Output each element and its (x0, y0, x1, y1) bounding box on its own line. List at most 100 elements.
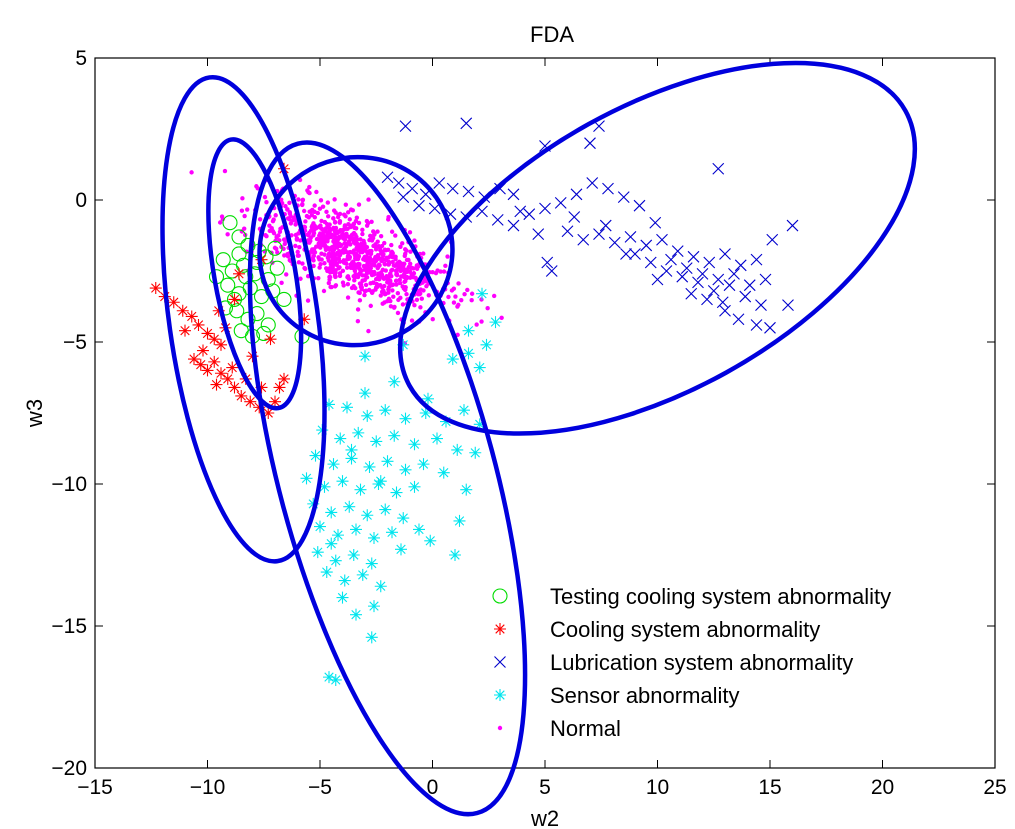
point-dot (375, 239, 380, 244)
point-dot (319, 251, 324, 256)
point-star (262, 407, 275, 419)
point-dot (312, 203, 317, 208)
point-dot (356, 244, 362, 249)
point-dot (274, 246, 279, 251)
point-asterisk (361, 509, 374, 522)
point-dot (303, 266, 308, 272)
point-dot (345, 210, 351, 215)
point-dot (313, 226, 319, 231)
point-dot (375, 229, 380, 234)
point-dot (386, 285, 392, 290)
point-dot (347, 254, 353, 260)
point-dot (373, 277, 379, 282)
point-dot (410, 274, 416, 280)
x-tick-label: 0 (427, 776, 439, 799)
point-asterisk (388, 375, 401, 388)
point-dot (322, 242, 328, 248)
point-dot (327, 247, 332, 252)
point-dot (357, 261, 362, 267)
point-dot (382, 290, 387, 296)
point-x (685, 287, 698, 300)
point-x (712, 273, 725, 286)
legend-marker-dot (497, 725, 503, 731)
point-dot (255, 186, 260, 191)
point-dot (469, 297, 474, 303)
point-asterisk (374, 580, 387, 593)
point-dot (479, 319, 484, 324)
axis-ticks (94, 57, 996, 769)
point-x (577, 233, 590, 246)
point-circle (276, 291, 292, 307)
point-asterisk (345, 452, 358, 465)
point-dot (389, 249, 395, 255)
point-x (719, 248, 731, 260)
point-dot (337, 265, 342, 270)
point-dot (352, 278, 357, 283)
point-asterisk (451, 443, 464, 456)
point-dot (383, 268, 389, 273)
point-dot (269, 225, 274, 231)
point-dot (456, 281, 461, 286)
point-dot (400, 241, 405, 246)
point-x (764, 321, 776, 334)
point-x (570, 188, 583, 201)
point-dot (331, 216, 336, 221)
point-dot (354, 215, 360, 220)
point-circle (231, 246, 247, 262)
data-series (149, 117, 799, 686)
point-dot (356, 290, 361, 295)
point-x (491, 213, 504, 226)
point-dot (407, 230, 413, 235)
point-dot (398, 244, 403, 250)
point-x (640, 239, 653, 252)
point-dot (384, 274, 389, 279)
point-x (433, 177, 446, 189)
point-dot (343, 261, 349, 266)
point-dot (349, 232, 355, 238)
point-dot (349, 285, 355, 291)
point-asterisk (329, 673, 342, 686)
point-asterisk (399, 463, 412, 476)
y-tick-label: 5 (75, 47, 87, 70)
point-dot (335, 229, 340, 234)
point-asterisk (476, 287, 488, 300)
point-dot (359, 285, 364, 290)
point-x (608, 236, 621, 249)
point-dot (367, 237, 372, 243)
point-star (278, 372, 290, 385)
point-dot (363, 248, 368, 254)
point-asterisk (361, 409, 374, 422)
point-dot (334, 262, 339, 268)
point-star (215, 367, 227, 380)
point-dot (332, 220, 338, 225)
point-dot (355, 307, 361, 312)
point-dot (344, 265, 350, 270)
point-dot (293, 222, 298, 227)
point-dot (325, 224, 330, 230)
point-asterisk (325, 506, 338, 519)
point-asterisk (449, 549, 461, 561)
point-star (208, 355, 221, 368)
point-asterisk (336, 475, 349, 488)
point-dot (355, 319, 361, 324)
point-star (264, 333, 277, 346)
point-dot (287, 200, 292, 205)
point-dot (361, 263, 367, 269)
legend-label: Normal (550, 716, 621, 741)
point-dot (340, 228, 345, 233)
point-asterisk (350, 608, 362, 621)
point-dot (402, 270, 408, 276)
point-dot (345, 274, 350, 280)
point-circle (215, 252, 231, 268)
point-dot (301, 208, 307, 214)
cluster-ellipse (257, 154, 455, 348)
point-dot (388, 304, 394, 309)
point-dot (320, 226, 325, 232)
point-dot (384, 255, 389, 261)
point-dot (441, 269, 447, 274)
point-star (255, 381, 268, 394)
point-dot (282, 241, 288, 247)
point-dot (315, 210, 321, 216)
point-star (201, 327, 214, 340)
point-dot (362, 288, 368, 294)
